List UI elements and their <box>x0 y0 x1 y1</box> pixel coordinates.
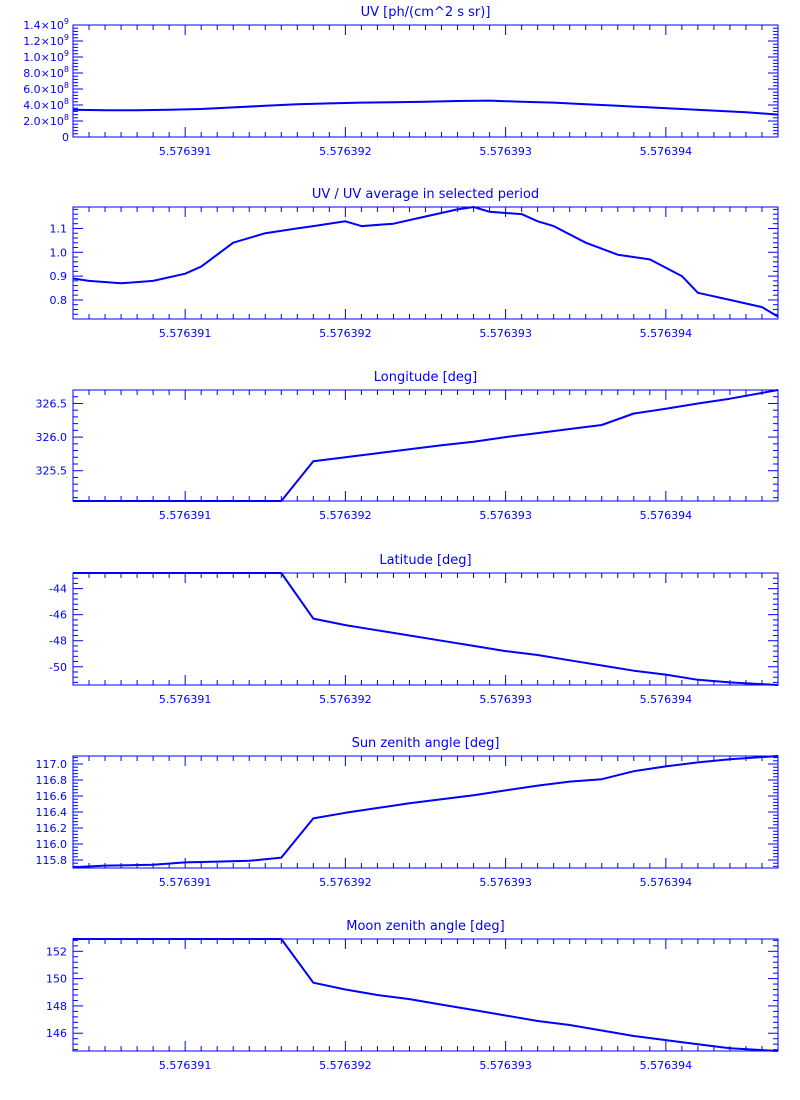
x-tick-label: 5.576392 <box>319 1059 372 1072</box>
y-tick-label: 148 <box>46 1000 67 1013</box>
y-tick-mantissa: 0 <box>62 131 69 144</box>
y-tick-label: 0.8 <box>50 294 68 307</box>
plot-frame <box>72 938 779 1052</box>
y-tick-label: 116.0 <box>36 838 68 851</box>
panel-5: Sun zenith angle [deg] 5.576391 5.576392 5.… <box>36 736 779 889</box>
y-tick-label: 152 <box>46 945 67 958</box>
y-tick-exponent: 9 <box>64 49 69 58</box>
x-tick-label: 5.576391 <box>159 876 212 889</box>
x-tick-label: 5.576393 <box>479 145 532 158</box>
y-tick-label: -48 <box>49 635 67 648</box>
series-line <box>72 755 779 869</box>
y-tick-exponent: 9 <box>64 17 69 26</box>
y-tick-label: 146 <box>46 1027 67 1040</box>
x-tick-label: 5.576391 <box>159 693 212 706</box>
series-line <box>73 938 779 1052</box>
x-tick-label: 5.576394 <box>640 1059 693 1072</box>
chart-title: Latitude [deg] <box>379 553 471 568</box>
y-tick-label: 1.1 <box>50 222 68 235</box>
x-tick-label: 5.576393 <box>479 876 532 889</box>
panel-6: Moon zenith angle [deg] 5.576391 5.576392 5… <box>46 919 779 1072</box>
panel-4: Latitude [deg] 5.576391 5.576392 5.576393 5.… <box>49 553 779 706</box>
y-tick-label: 0.9 <box>50 270 68 283</box>
series-line <box>72 99 779 116</box>
x-tick-label: 5.576391 <box>159 327 212 340</box>
y-tick-exponent: 8 <box>64 81 69 90</box>
y-tick-mantissa: 6.0×10 <box>23 83 64 96</box>
y-tick-label: -46 <box>49 609 67 622</box>
x-tick-label: 5.576393 <box>479 327 532 340</box>
plot-frame <box>72 24 779 138</box>
panel-3: Longitude [deg] 5.576391 5.576392 5.576393 5… <box>36 370 779 522</box>
x-tick-label: 5.576391 <box>159 1059 212 1072</box>
panel-1: UV [ph/(cm^2 s sr)] 5.576391 5.576392 5.576… <box>23 5 779 158</box>
x-tick-label: 5.576393 <box>479 693 532 706</box>
y-tick-label: 326.0 <box>36 431 68 444</box>
y-tick-label: 116.6 <box>36 790 68 803</box>
y-tick-mantissa: 1.0×10 <box>23 51 64 64</box>
y-tick-label: 1.0×109 <box>23 49 69 64</box>
y-tick-label: 4.0×108 <box>23 97 69 112</box>
chart-title: UV / UV average in selected period <box>312 187 539 202</box>
y-tick-label: 116.8 <box>36 774 68 787</box>
plot-frame <box>72 206 779 320</box>
y-tick-label: 326.5 <box>36 397 68 410</box>
y-tick-label: 1.4×109 <box>23 17 69 32</box>
series-line <box>72 206 779 318</box>
y-tick-label: 1.2×109 <box>23 33 69 48</box>
y-tick-label: 117.0 <box>36 758 68 771</box>
x-tick-label: 5.576392 <box>319 327 372 340</box>
y-tick-mantissa: 1.2×10 <box>23 35 64 48</box>
y-tick-label: 115.8 <box>36 854 68 867</box>
y-tick-label: 2.0×108 <box>23 113 69 128</box>
x-tick-label: 5.576393 <box>479 1059 532 1072</box>
y-tick-exponent: 8 <box>64 65 69 74</box>
y-tick-mantissa: 8.0×10 <box>23 67 64 80</box>
y-tick-exponent: 9 <box>64 33 69 42</box>
chart-title: UV [ph/(cm^2 s sr)] <box>361 5 491 20</box>
x-tick-label: 5.576392 <box>319 509 372 522</box>
plot-frame <box>72 755 779 869</box>
y-tick-exponent: 8 <box>64 113 69 122</box>
panel-2: UV / UV average in selected period 5.5763… <box>50 187 779 340</box>
x-tick-label: 5.576391 <box>159 145 212 158</box>
x-tick-label: 5.576392 <box>319 693 372 706</box>
chart-title: Sun zenith angle [deg] <box>352 736 500 751</box>
chart-title: Moon zenith angle [deg] <box>346 919 504 934</box>
series-line <box>73 389 779 502</box>
x-tick-label: 5.576393 <box>479 509 532 522</box>
chart-title: Longitude [deg] <box>374 370 477 385</box>
y-tick-label: 116.4 <box>36 806 68 819</box>
y-tick-label: -50 <box>49 661 67 674</box>
x-tick-label: 5.576394 <box>640 327 693 340</box>
x-tick-label: 5.576392 <box>319 145 372 158</box>
plot-frame <box>72 572 779 686</box>
x-tick-label: 5.576394 <box>640 509 693 522</box>
x-tick-label: 5.576391 <box>159 509 212 522</box>
y-tick-label: 0 <box>62 131 69 144</box>
x-tick-label: 5.576392 <box>319 876 372 889</box>
y-tick-label: 325.5 <box>36 465 68 478</box>
y-tick-label: 8.0×108 <box>23 65 69 80</box>
y-tick-mantissa: 2.0×10 <box>23 115 64 128</box>
x-tick-label: 5.576394 <box>640 693 693 706</box>
x-tick-label: 5.576394 <box>640 876 693 889</box>
y-tick-label: 116.2 <box>36 822 68 835</box>
y-tick-mantissa: 4.0×10 <box>23 99 64 112</box>
plot-frame <box>72 389 779 502</box>
y-tick-mantissa: 1.4×10 <box>23 19 64 32</box>
y-tick-label: 1.0 <box>50 246 68 259</box>
y-tick-label: 6.0×108 <box>23 81 69 96</box>
y-tick-label: 150 <box>46 973 67 986</box>
y-tick-label: -44 <box>49 583 67 596</box>
series-line <box>73 572 779 686</box>
y-tick-exponent: 8 <box>64 97 69 106</box>
x-tick-label: 5.576394 <box>640 145 693 158</box>
